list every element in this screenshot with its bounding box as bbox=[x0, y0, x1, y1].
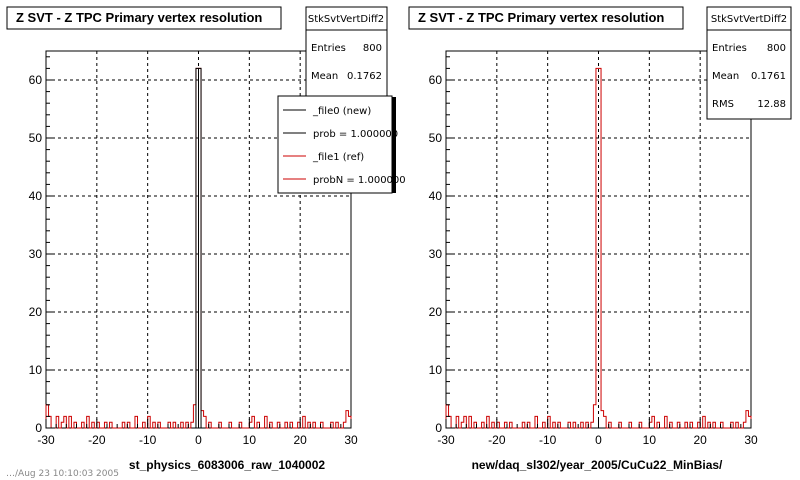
x-tick-label: -20 bbox=[488, 433, 506, 447]
histogram-series-0 bbox=[445, 67, 752, 429]
y-tick-label: 30 bbox=[29, 247, 43, 261]
legend-label-prob: prob = 1.000000 bbox=[313, 129, 398, 140]
axes: -30 -20 -10 0 10 20 30 0 10 20 30 40 50 60 bbox=[29, 56, 358, 447]
stats-rms-label: RMS bbox=[712, 99, 734, 110]
grid-lines bbox=[446, 51, 751, 428]
legend-label-ref: _file1 (ref) bbox=[312, 152, 364, 163]
stats-mean-label: Mean bbox=[712, 71, 739, 82]
x-tick-label: -10 bbox=[539, 433, 557, 447]
x-tick-label: 10 bbox=[243, 433, 257, 447]
legend-label-probn: probN = 1.000000 bbox=[313, 175, 406, 186]
x-tick-label: 30 bbox=[344, 433, 358, 447]
y-tick-label: 10 bbox=[29, 363, 43, 377]
stats-name: StkSvtVertDiff2 bbox=[711, 14, 787, 25]
y-tick-label: 40 bbox=[29, 189, 43, 203]
axes: -30 -20 -10 0 10 20 30 0 10 20 30 40 50 60 bbox=[429, 56, 758, 447]
x-tick-label: 20 bbox=[293, 433, 307, 447]
stats-mean-value: 0.1762 bbox=[347, 71, 382, 82]
y-tick-label: 60 bbox=[29, 73, 43, 87]
series-group bbox=[45, 67, 352, 429]
x-tick-label: 10 bbox=[643, 433, 657, 447]
stats-box[interactable]: StkSvtVertDiff2 Entries 800 Mean 0.1761 … bbox=[706, 6, 792, 120]
chart-title: Z SVT - Z TPC Primary vertex resolution bbox=[418, 10, 664, 25]
legend-box[interactable]: _file0 (new) prob = 1.000000 _file1 (ref… bbox=[277, 95, 406, 194]
y-tick-label: 20 bbox=[429, 305, 443, 319]
stats-entries-value: 800 bbox=[767, 43, 786, 54]
x-tick-label: 0 bbox=[195, 433, 202, 447]
stats-entries-label: Entries bbox=[712, 43, 747, 54]
y-tick-label: 40 bbox=[429, 189, 443, 203]
stats-background bbox=[305, 6, 388, 97]
left-histogram-panel: Z SVT - Z TPC Primary vertex resolution … bbox=[6, 6, 406, 472]
legend-label-new: _file0 (new) bbox=[312, 106, 371, 117]
x-tick-label: 30 bbox=[744, 433, 758, 447]
x-tick-label: -30 bbox=[37, 433, 55, 447]
title-box bbox=[408, 6, 684, 30]
stats-background bbox=[706, 6, 792, 120]
chart-title: Z SVT - Z TPC Primary vertex resolution bbox=[16, 10, 262, 25]
x-axis-title: new/daq_sl302/year_2005/CuCu22_MinBias/ bbox=[472, 458, 723, 472]
x-tick-label: 20 bbox=[693, 433, 707, 447]
y-tick-label: 10 bbox=[429, 363, 443, 377]
stats-name: StkSvtVertDiff2 bbox=[308, 14, 384, 25]
x-tick-label: -30 bbox=[437, 433, 455, 447]
x-axis-title: st_physics_6083006_raw_1040002 bbox=[129, 458, 325, 472]
y-tick-label: 50 bbox=[29, 131, 43, 145]
y-tick-label: 0 bbox=[435, 421, 442, 435]
x-tick-label: -10 bbox=[139, 433, 157, 447]
footer-timestamp: …/Aug 23 10:10:03 2005 bbox=[6, 469, 119, 479]
x-tick-label: 0 bbox=[595, 433, 602, 447]
y-tick-label: 60 bbox=[429, 73, 443, 87]
stats-mean-label: Mean bbox=[311, 71, 338, 82]
series-group bbox=[445, 67, 752, 429]
title-box bbox=[6, 6, 282, 30]
y-tick-label: 50 bbox=[429, 131, 443, 145]
y-tick-label: 30 bbox=[429, 247, 443, 261]
x-tick-label: -20 bbox=[88, 433, 106, 447]
stats-entries-label: Entries bbox=[311, 43, 346, 54]
y-tick-label: 0 bbox=[35, 421, 42, 435]
y-tick-label: 20 bbox=[29, 305, 43, 319]
stats-entries-value: 800 bbox=[363, 43, 382, 54]
stats-mean-value: 0.1761 bbox=[751, 71, 786, 82]
stats-box[interactable]: StkSvtVertDiff2 Entries 800 Mean 0.1762 bbox=[305, 6, 388, 97]
histogram-series-0 bbox=[45, 67, 352, 429]
histogram-series-1 bbox=[195, 67, 202, 428]
legend-background bbox=[277, 95, 393, 194]
stats-rms-value: 12.88 bbox=[757, 99, 786, 110]
right-histogram-panel: Z SVT - Z TPC Primary vertex resolution … bbox=[408, 6, 792, 472]
